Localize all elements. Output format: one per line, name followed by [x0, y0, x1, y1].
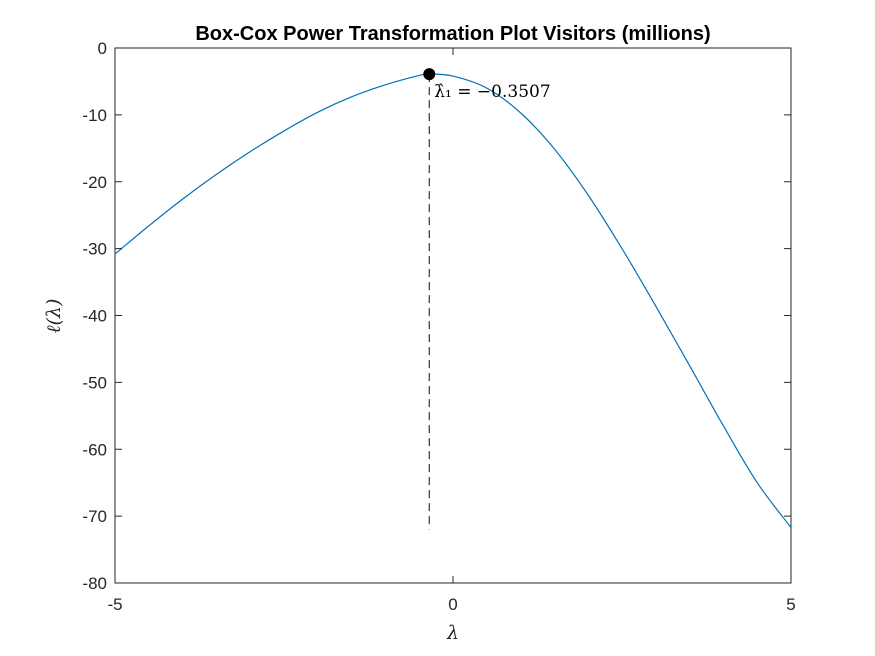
- x-tick-label: 5: [786, 595, 795, 614]
- y-tick-label: -30: [82, 240, 107, 259]
- y-tick-label: -80: [82, 574, 107, 593]
- x-tick-label: -5: [107, 595, 122, 614]
- plot-area: [114, 47, 792, 584]
- x-tick-label: 0: [448, 595, 457, 614]
- curve-layer: [114, 73, 792, 528]
- chart-title: Box-Cox Power Transformation Plot Visito…: [195, 23, 710, 45]
- y-tick-label: -10: [82, 106, 107, 125]
- y-tick-label: -50: [82, 373, 107, 392]
- x-axis-label: λ: [446, 622, 459, 644]
- optimum-label: λ̂₁ = −0.3507: [434, 82, 550, 102]
- y-tick-label: -40: [82, 307, 107, 326]
- axes-box: [114, 47, 792, 584]
- y-tick-label: -20: [82, 173, 107, 192]
- y-tick-label: -60: [82, 440, 107, 459]
- y-tick-label: -70: [82, 507, 107, 526]
- y-axis-label: ℓ(λ): [43, 299, 65, 334]
- loglik-curve: [114, 73, 792, 528]
- y-tick-label: 0: [98, 39, 107, 58]
- tick-layer: 0-10-20-30-40-50-60-70-80-5 0 5: [82, 39, 795, 614]
- optimum-marker: [423, 68, 436, 81]
- annotation-layer: λ̂₁ = −0.3507: [423, 68, 551, 530]
